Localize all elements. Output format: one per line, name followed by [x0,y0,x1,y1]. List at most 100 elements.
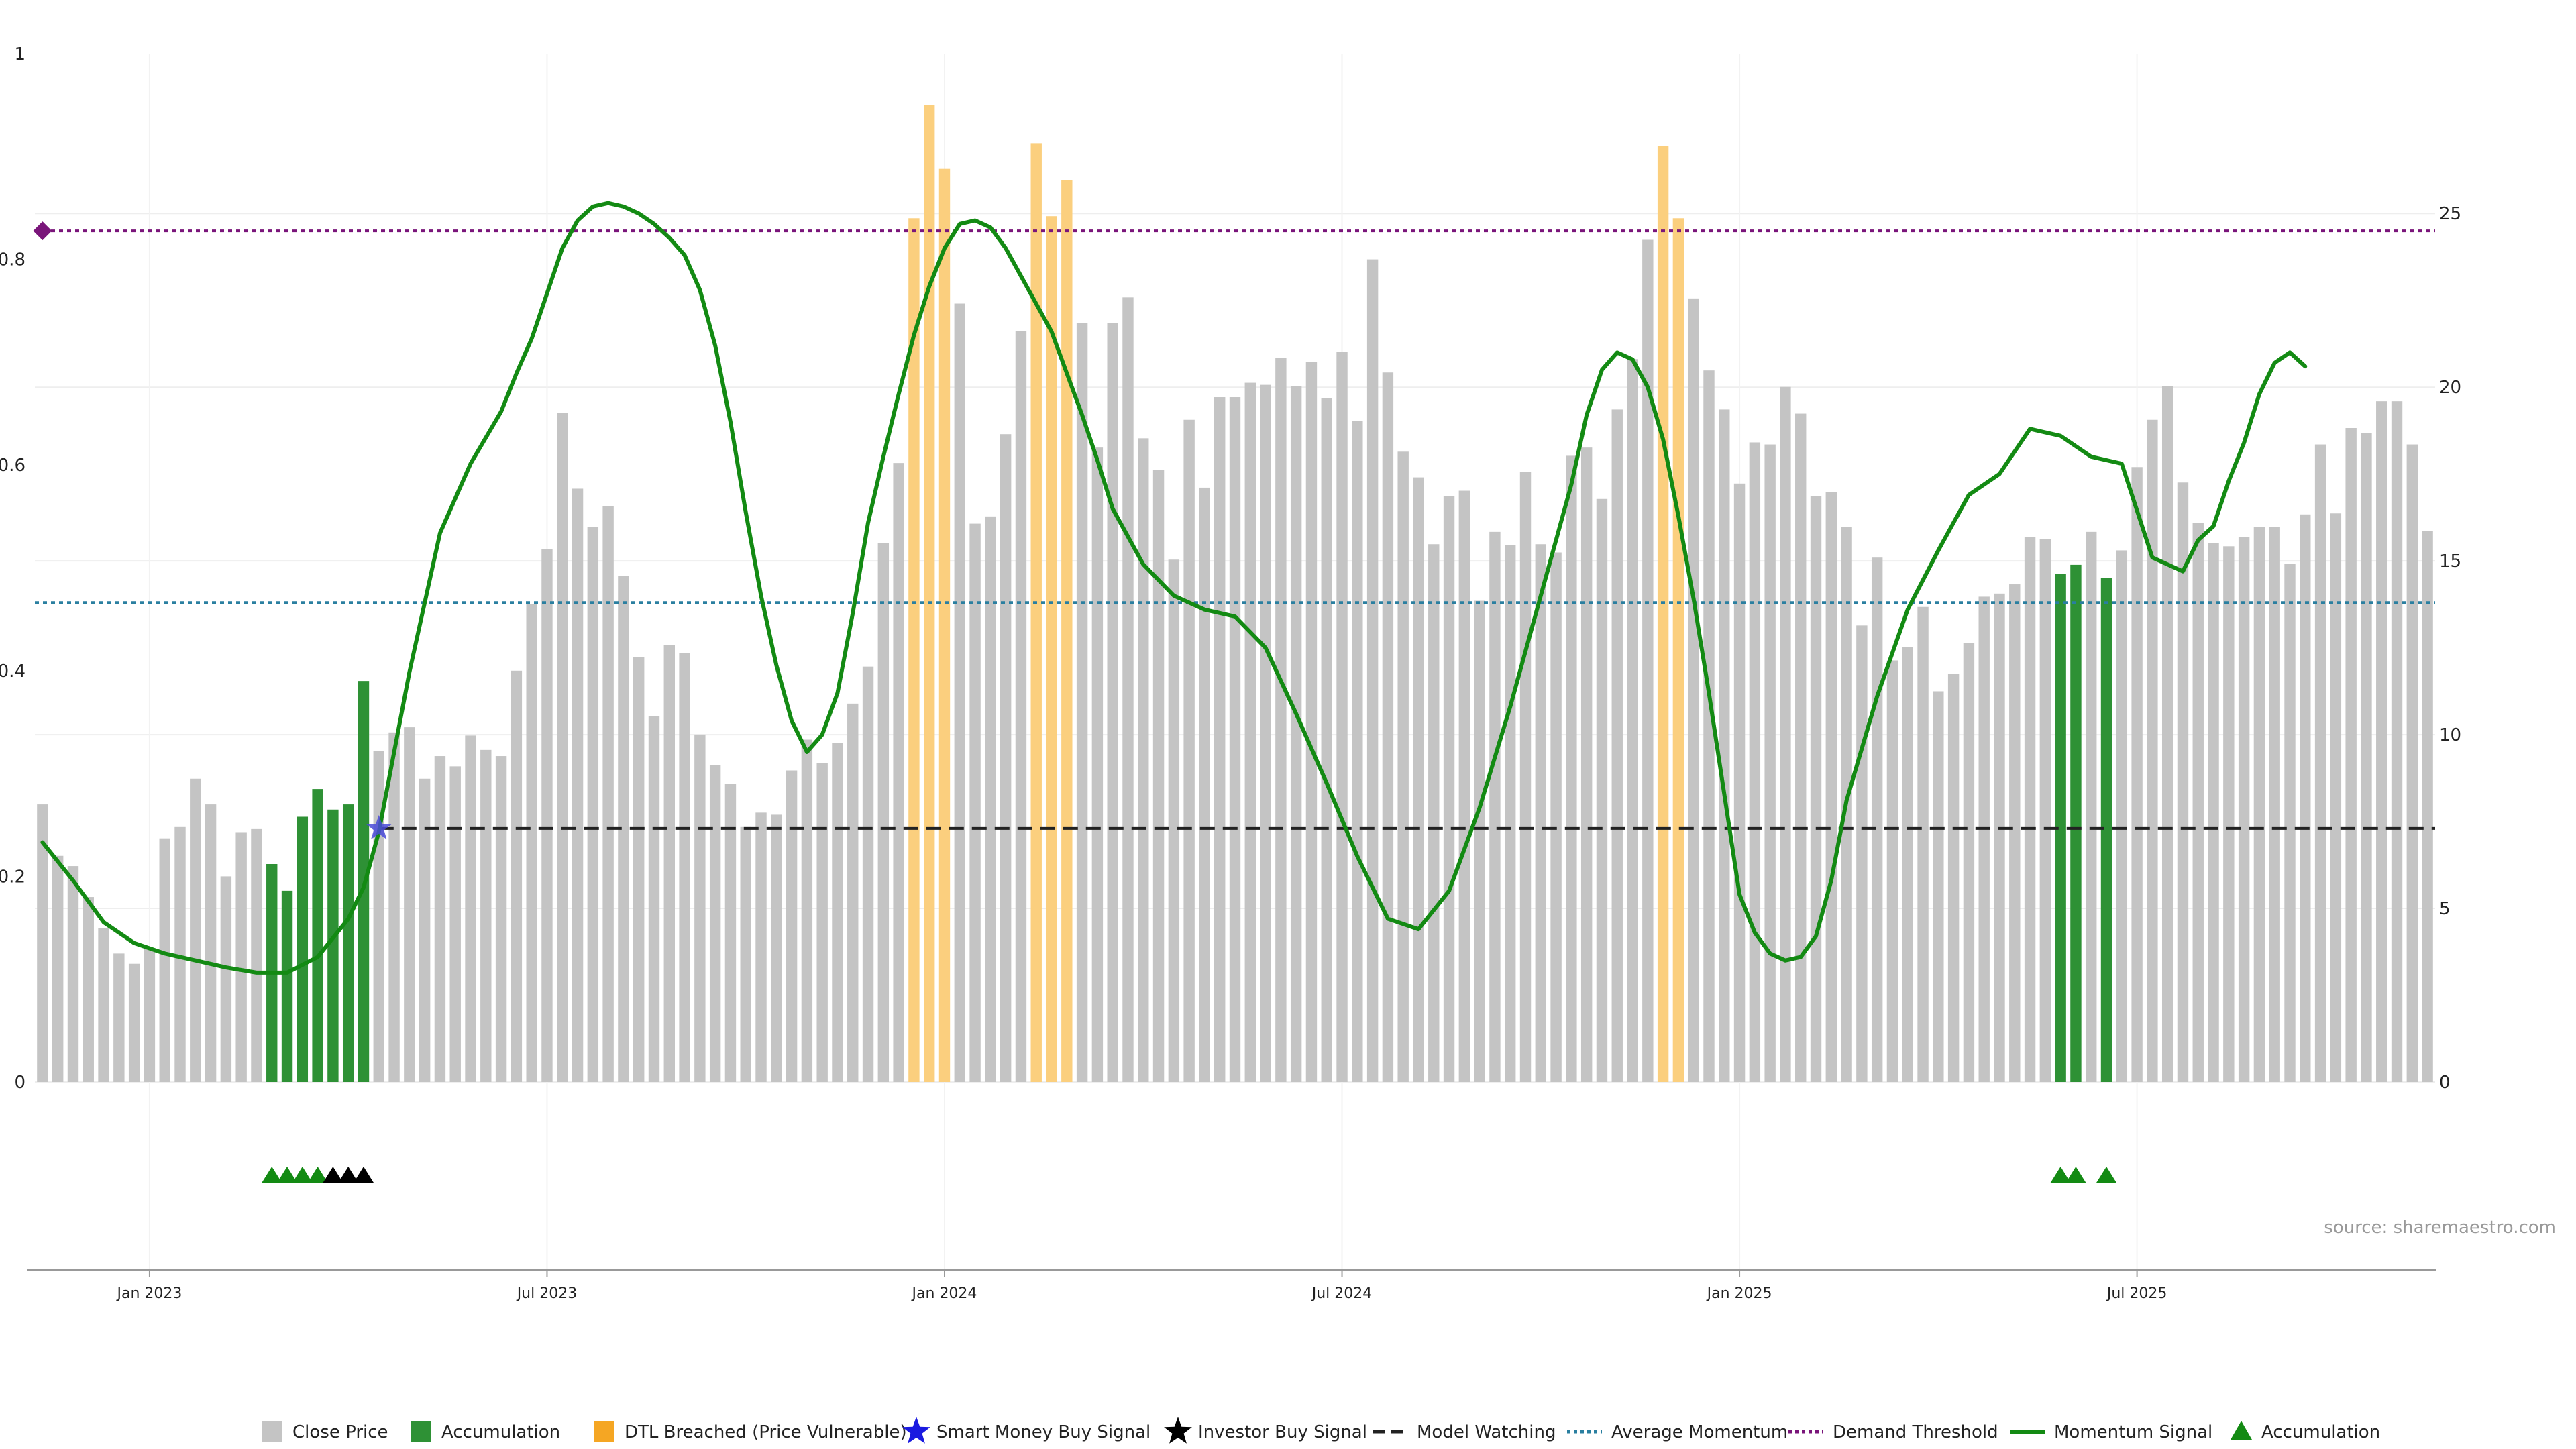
dtl-breached-bar [1672,218,1684,1082]
close-price-bar [1122,297,1134,1082]
accumulation-triangle [277,1167,298,1183]
legend-label: Average Momentum [1611,1422,1788,1442]
close-price-bar [465,735,476,1082]
close-price-bar [2086,531,2097,1082]
x-tick-label: Jul 2025 [2106,1285,2167,1302]
accumulation-triangle [292,1167,313,1183]
accumulation-bar [281,890,293,1082]
close-price-bar [1764,444,1776,1082]
close-price-bar [1397,451,1409,1082]
close-price-bar [1290,386,1302,1083]
close-price-bar [495,756,507,1082]
close-price-bar [801,739,813,1082]
close-price-bar [1810,496,1822,1082]
close-price-bar [771,814,782,1082]
accumulation-bar [2100,578,2112,1082]
close-price-bar [1443,496,1455,1082]
x-tick-label: Jan 2024 [911,1285,977,1302]
close-price-bar [1428,544,1440,1082]
close-price-bar [205,804,217,1082]
close-price-bar [893,463,904,1082]
accumulation-bar [297,816,309,1082]
close-price-bar [969,523,981,1082]
x-tick-label: Jul 2024 [1311,1285,1373,1302]
close-price-bar [480,749,492,1082]
close-price-bar [1947,674,1960,1082]
close-price-bar [694,734,706,1082]
close-price-bar [1214,397,1226,1082]
close-price-bar [1825,492,1837,1082]
close-price-bar [1994,593,2005,1082]
momentum-signal [40,201,2308,975]
close-price-bar [755,812,767,1082]
close-price-bar [1780,386,1791,1082]
legend-item-avg: Average Momentum [1567,1422,1788,1442]
close-price-bar [2177,482,2189,1082]
dtl-breached-bar [908,218,920,1082]
close-price-bar [2116,550,2128,1082]
close-price-bar [2024,537,2036,1082]
close-price-bar [724,784,737,1082]
close-price-bar [862,666,874,1082]
legend-label: Demand Threshold [1833,1422,1998,1442]
demand-threshold-marker [33,221,52,241]
close-price-bar [1275,358,1287,1082]
source-label: source: sharemaestro.com [2324,1218,2556,1238]
close-price-bar [1138,438,1149,1082]
close-price-bar [1856,625,1868,1082]
close-price-bar [1933,691,1944,1082]
close-price-bar [1352,421,1363,1082]
close-price-bar [1489,531,1501,1082]
investor-buy-triangle [338,1167,359,1183]
left-tick-label: 0.8 [0,250,25,270]
close-price-bar [2223,546,2235,1082]
close-price-bar [373,751,384,1082]
close-price-bar [52,855,64,1082]
close-price-bar [541,549,553,1082]
close-price-bar [1733,483,1746,1082]
right-tick-label: 20 [2439,378,2461,398]
legend-label: Investor Buy Signal [1198,1422,1367,1442]
left-tick-label: 0 [14,1073,25,1093]
legend-item-investor: Investor Buy Signal [1164,1417,1367,1444]
close-price-bar [511,670,523,1082]
close-price-bar [1000,434,1012,1082]
reference-lines [33,221,2435,830]
signal-markers [262,814,2117,1183]
close-price-bar [2131,467,2143,1082]
close-price-bar [2284,564,2296,1082]
legend-item-close: Close Price [262,1421,388,1442]
close-price-bar [1458,490,1470,1082]
right-tick-label: 10 [2439,725,2461,745]
close-price-bar [1336,352,1348,1082]
close-price-bar [1978,596,1990,1082]
close-price-bar [404,727,415,1082]
accumulation-triangle [307,1167,328,1183]
close-price-bar [1015,331,1027,1082]
legend-item-dtl: DTL Breached (Price Vulnerable) [594,1421,907,1442]
right-tick-label: 25 [2439,204,2461,224]
close-price-bar [2376,401,2387,1082]
smart-money-buy-marker [366,814,392,840]
close-price-bar [2314,444,2326,1082]
close-price-bar [526,604,537,1082]
close-price-bar [388,732,400,1082]
close-price-bar [1596,498,1608,1082]
legend-label: Momentum Signal [2054,1422,2212,1442]
close-price-bar [2361,433,2372,1082]
close-price-bar [1963,643,1975,1082]
dtl-breached-bar [1046,216,1057,1082]
close-price-bar [1566,455,1577,1082]
close-price-bar [1795,413,1807,1082]
close-price-bar [572,488,584,1082]
legend-item-smart_money: Smart Money Buy Signal [902,1417,1150,1444]
legend-swatch [2231,1421,2252,1440]
x-tick-label: Jan 2025 [1706,1285,1772,1302]
close-price-bar [1703,370,1715,1082]
legend-item-demand: Demand Threshold [1788,1422,1998,1442]
close-price-bar [2330,513,2342,1082]
close-price-bar [2253,527,2265,1082]
close-price-bar [1260,384,1271,1082]
close-price-bar [1535,544,1547,1082]
